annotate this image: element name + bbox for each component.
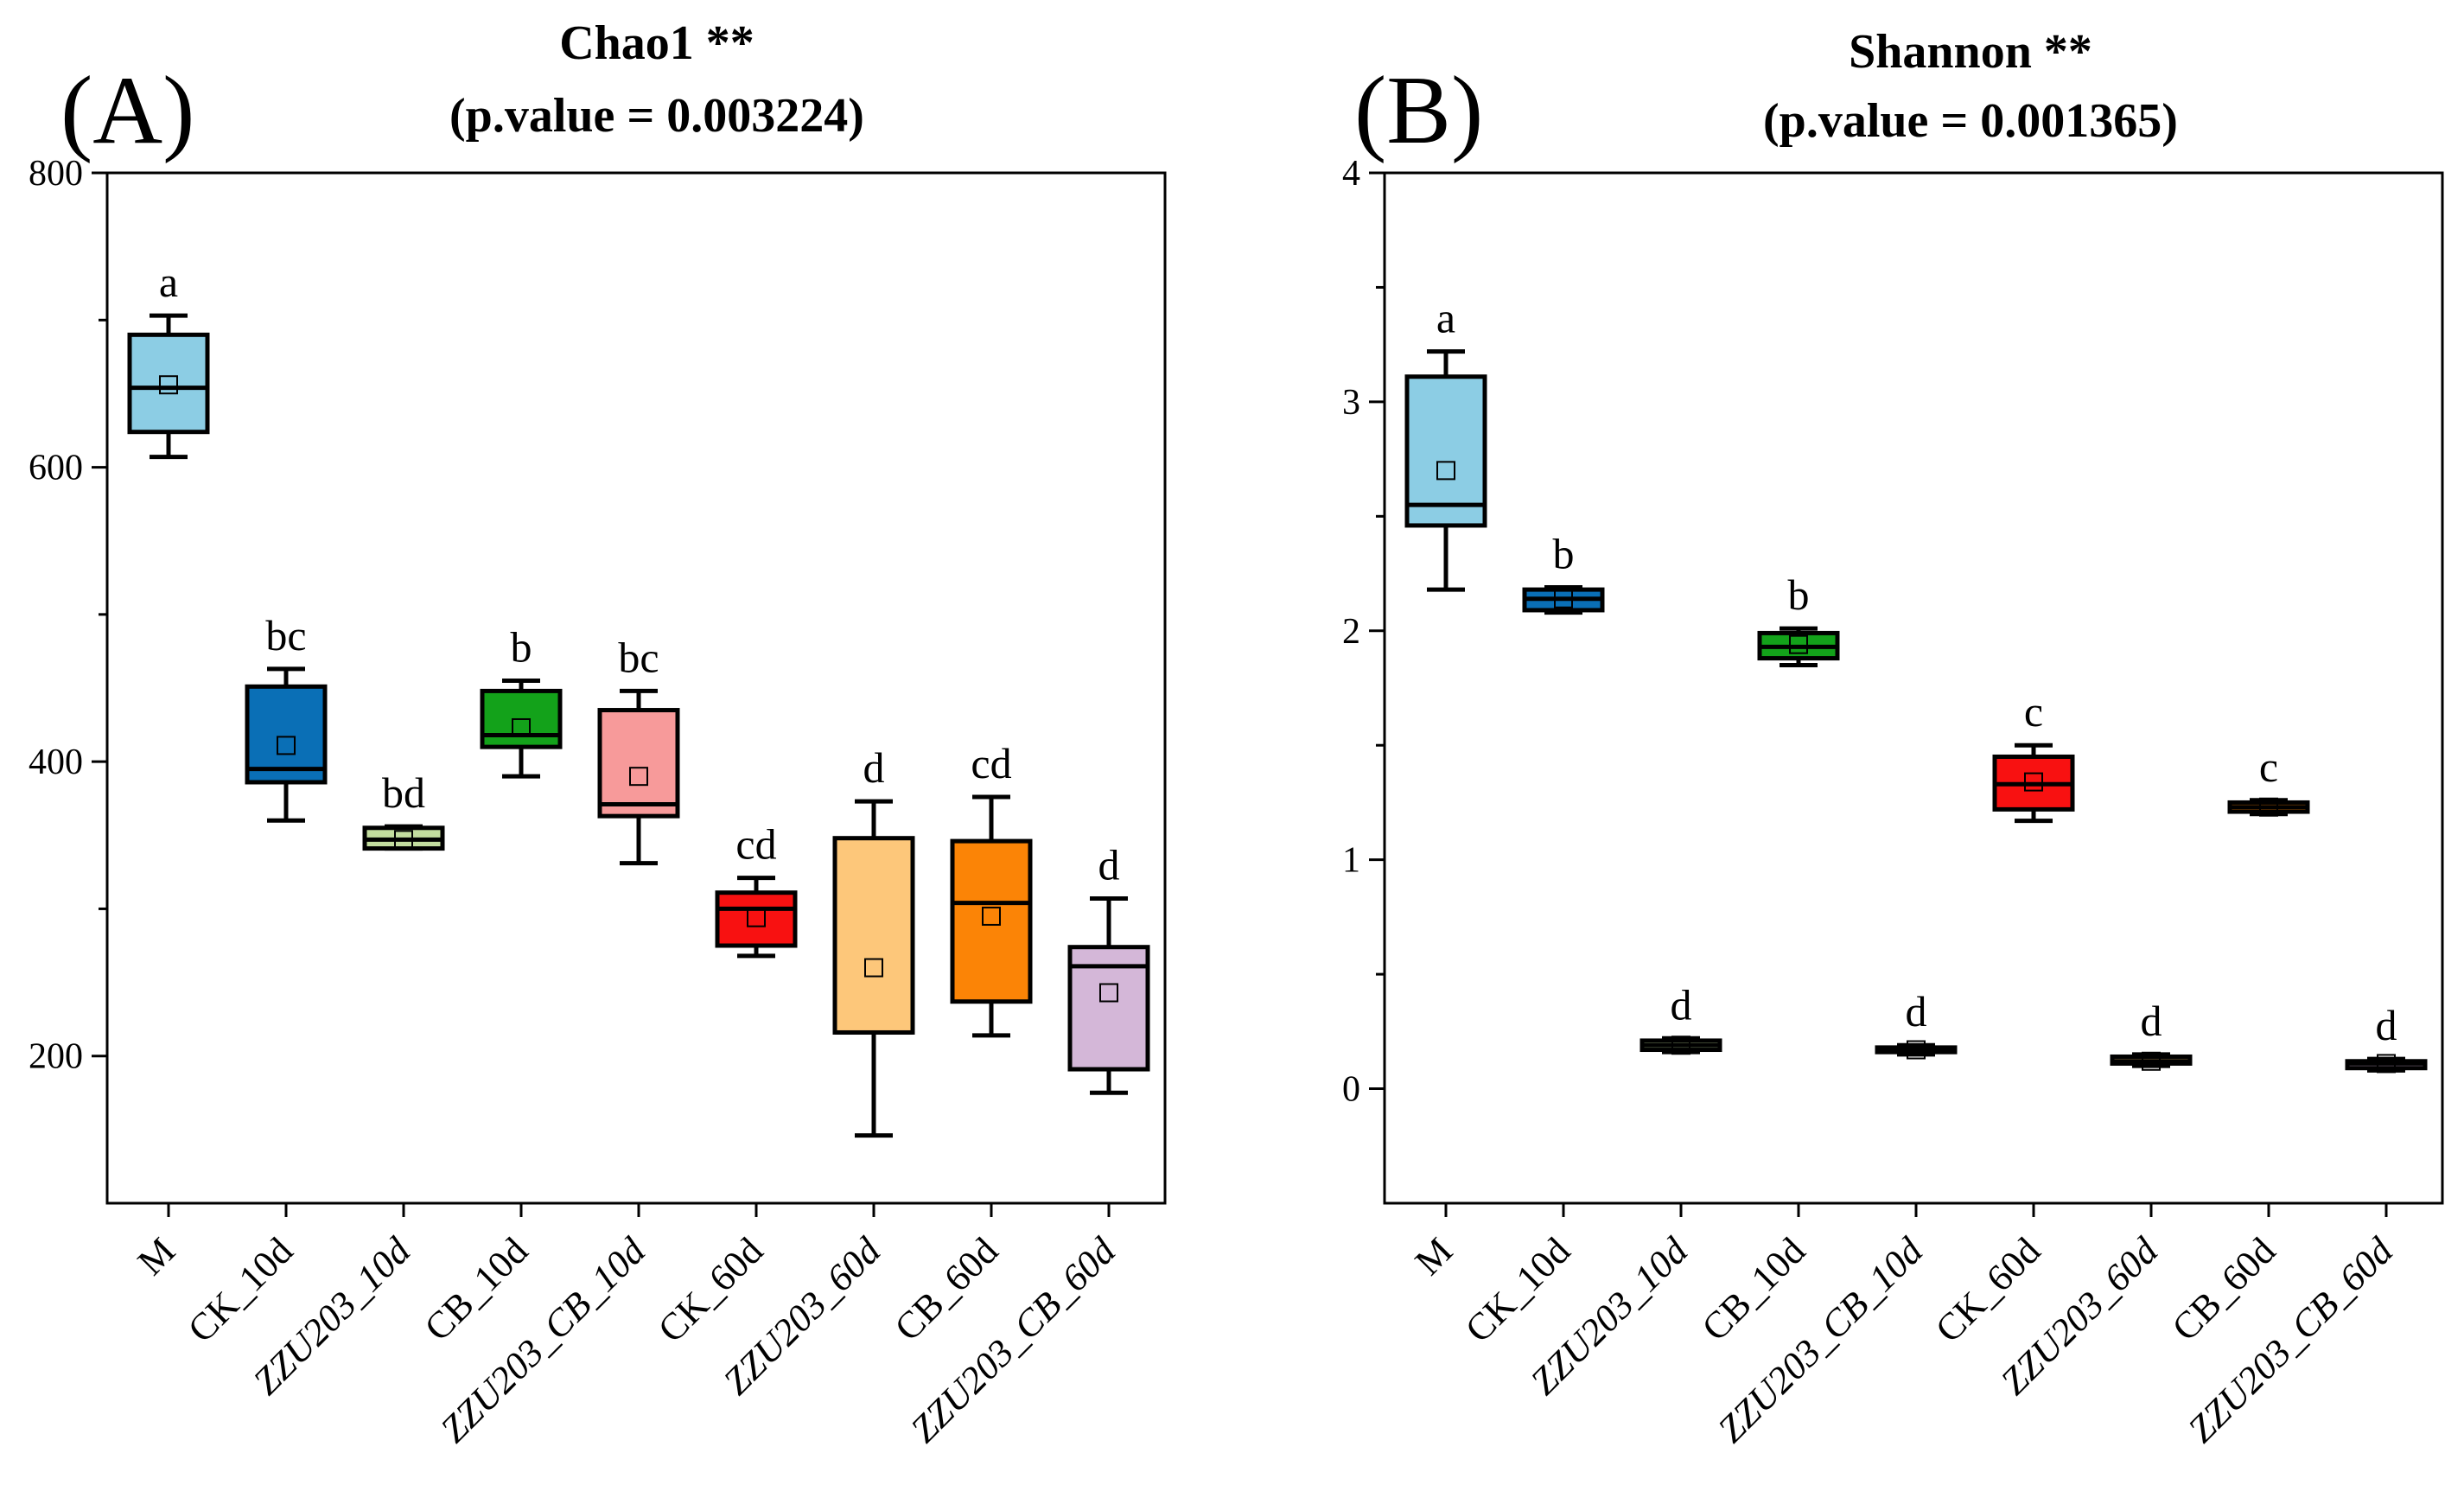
mean-marker [629,767,648,787]
plot-frame [1383,171,2444,1205]
significance-letter: d [1906,987,1927,1036]
y-tick-label: 400 [29,742,83,782]
significance-letter: d [1098,841,1120,889]
box-CK_60d: cd CK_60d [650,820,798,1351]
chart-title: Chao1 ** [559,16,754,70]
box-iqr [832,836,915,1035]
x-tick-label: CK_60d [1927,1229,2048,1350]
mean-marker [394,830,413,850]
significance-letter: d [863,743,885,792]
chart-subtitle: (p.value = 0.001365) [1763,94,2178,148]
shannon-panel: (B) Shannon ** (p.value = 0.001365) 0 1 2 3… [1342,25,2444,1451]
x-tick-label: ZZU203_CB_10d [432,1229,654,1451]
significance-letter: cd [735,820,776,869]
mean-marker [159,375,178,395]
mean-marker [1099,983,1118,1003]
box-CK_10d: b CK_10d [1457,529,1605,1351]
box-CB_60d: cd CB_60d [887,739,1033,1349]
significance-letter: bd [382,768,425,817]
x-tick-label: ZZU203_CB_60d [2180,1229,2402,1451]
mean-marker [277,736,296,755]
x-tick-label: CB_60d [887,1229,1006,1348]
significance-letter: b [1553,529,1575,577]
significance-letter: d [1671,980,1692,1029]
mean-marker [512,717,531,737]
box-iqr [715,890,798,948]
mean-marker [1436,461,1455,481]
x-tick-label: CK_60d [650,1229,771,1350]
mean-marker [982,906,1001,926]
chart-title: Shannon ** [1849,25,2092,79]
mean-marker [1789,634,1808,654]
box-ZZU203_CB_60d: d ZZU203_CB_60d [2180,1001,2428,1451]
mean-marker [1671,1036,1690,1055]
y-tick-label: 4 [1342,154,1360,194]
mean-marker [2024,772,2043,792]
chao1-panel: (A) Chao1 ** (p.value = 0.003224) 200 400… [29,16,1167,1451]
box-iqr [597,708,680,819]
significance-letter: c [2024,687,2043,736]
mean-marker [1554,589,1573,609]
box-CK_10d: bc CK_10d [180,611,328,1351]
y-tick-label: 1 [1342,841,1360,881]
mean-marker [2377,1054,2396,1074]
box-CB_10d: b CB_10d [1694,570,1840,1349]
box-CB_60d: c CB_60d [2164,742,2310,1349]
x-tick-label: M [130,1229,183,1283]
y-tick-label: 200 [29,1037,83,1077]
significance-letter: b [511,622,532,671]
x-tick-label: CK_10d [1457,1229,1578,1350]
box-CB_10d: b CB_10d [417,622,563,1349]
mean-marker [2259,797,2278,817]
panel-label: (A) [60,57,194,164]
mean-marker [864,958,883,978]
significance-letter: b [1788,570,1810,619]
x-tick-label: CB_60d [2164,1229,2283,1348]
mean-marker [747,908,766,927]
box-iqr [1404,374,1487,528]
box-M: aM [1404,294,1487,1284]
panel-label: (B) [1354,57,1483,164]
box-iqr [950,838,1033,1004]
x-tick-label: ZZU203_CB_60d [902,1229,1124,1451]
box-iqr [127,332,210,435]
x-tick-label: M [1407,1229,1461,1283]
y-tick-label: 0 [1342,1070,1360,1110]
y-tick-label: 800 [29,154,83,194]
box-M: aM [127,258,210,1284]
box-ZZU203_CB_10d: d ZZU203_CB_10d [1710,987,1958,1451]
mean-marker [1907,1040,1926,1060]
box-CK_60d: c CK_60d [1927,687,2075,1351]
y-tick-label: 2 [1342,612,1360,652]
box-iqr [245,684,328,785]
x-tick-label: CB_10d [417,1229,536,1348]
y-tick-label: 3 [1342,383,1360,423]
significance-letter: c [2259,742,2278,791]
significance-letter: d [2376,1001,2397,1049]
significance-letter: d [2141,997,2162,1045]
x-tick-label: CB_10d [1694,1229,1813,1348]
chart-subtitle: (p.value = 0.003224) [449,89,864,143]
mean-marker [2142,1051,2161,1071]
plot-frame [105,171,1167,1205]
significance-letter: bc [618,633,659,681]
box-ZZU203_CB_10d: bc ZZU203_CB_10d [432,633,680,1451]
x-tick-label: CK_10d [180,1229,301,1350]
significance-letter: bc [265,611,306,660]
y-tick-label: 600 [29,449,83,488]
x-tick-label: ZZU203_CB_10d [1710,1229,1932,1451]
significance-letter: a [159,258,178,306]
significance-letter: a [1436,294,1455,342]
significance-letter: cd [971,739,1011,787]
